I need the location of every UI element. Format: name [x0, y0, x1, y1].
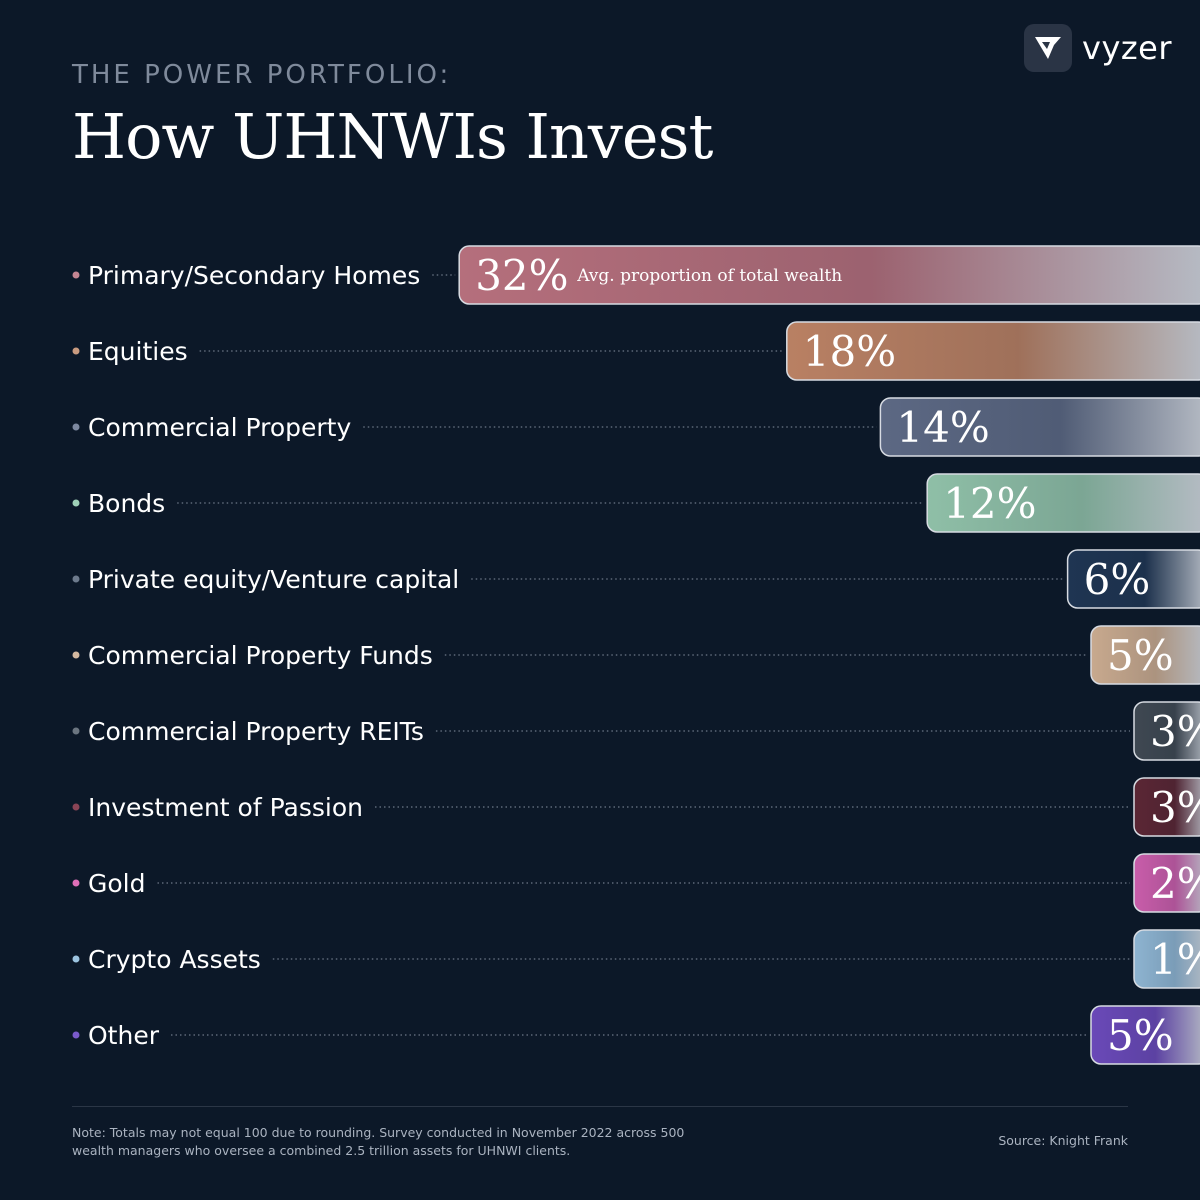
chart-title: How UHNWIs Invest — [72, 100, 713, 173]
brand-logo: vyzer — [1024, 24, 1172, 72]
bar — [1133, 929, 1200, 989]
footer-divider — [72, 1106, 1128, 1107]
value-label: 12% — [943, 479, 1036, 528]
bar — [786, 321, 1200, 381]
bar-annotation: Avg. proportion of total wealth — [576, 266, 842, 286]
bar — [1090, 625, 1200, 685]
value-label: 2% — [1150, 859, 1200, 908]
category-bullet — [72, 727, 80, 735]
footnote: Note: Totals may not equal 100 due to ro… — [72, 1125, 685, 1158]
category-label: Equities — [88, 337, 188, 366]
category-label: Primary/Secondary Homes — [88, 261, 420, 290]
value-label: 5% — [1107, 1011, 1174, 1060]
brand-name: vyzer — [1082, 29, 1173, 67]
category-bullet — [72, 955, 80, 963]
category-bullet — [72, 879, 80, 887]
category-bullet — [72, 271, 80, 279]
bar-row: Bonds 12% — [72, 473, 1200, 533]
bar — [1133, 701, 1200, 761]
vyzer-logo-icon — [1024, 24, 1072, 72]
category-label: Commercial Property REITs — [88, 717, 424, 746]
bar-row: Other 5% — [72, 1005, 1200, 1065]
bar — [879, 397, 1200, 457]
category-bullet — [72, 423, 80, 431]
bar-row: Gold 2% — [72, 853, 1200, 913]
category-bullet — [72, 651, 80, 659]
bar — [926, 473, 1200, 533]
category-label: Gold — [88, 869, 145, 898]
bar-row: Commercial Property 14% — [72, 397, 1200, 457]
value-label: 3% — [1150, 783, 1200, 832]
value-label: 14% — [896, 403, 989, 452]
category-label: Crypto Assets — [88, 945, 261, 974]
source-credit: Source: Knight Frank — [998, 1133, 1128, 1148]
value-label: 6% — [1084, 555, 1151, 604]
portfolio-bar-chart: Primary/Secondary Homes 32% Avg. proportio… — [72, 245, 1200, 1065]
category-label: Investment of Passion — [88, 793, 363, 822]
category-label: Commercial Property — [88, 413, 351, 442]
category-label: Commercial Property Funds — [88, 641, 433, 670]
category-bullet — [72, 575, 80, 583]
bar — [1066, 549, 1200, 609]
category-bullet — [72, 499, 80, 507]
chart-kicker: THE POWER PORTFOLIO: — [72, 60, 452, 90]
bar — [1133, 777, 1200, 837]
bar-row: Commercial Property REITs 3% — [72, 701, 1200, 761]
bar-row: Crypto Assets 1% — [72, 929, 1200, 989]
bar-row: Equities 18% — [72, 321, 1200, 381]
category-bullet — [72, 347, 80, 355]
bar-row: Investment of Passion 3% — [72, 777, 1200, 837]
category-bullet — [72, 803, 80, 811]
category-label: Bonds — [88, 489, 165, 518]
value-label: 3% — [1150, 707, 1200, 756]
bar — [1133, 853, 1200, 913]
value-label: 18% — [803, 327, 896, 376]
bar-row: Private equity/Venture capital 6% — [72, 549, 1200, 609]
bar-row: Commercial Property Funds 5% — [72, 625, 1200, 685]
value-label: 1% — [1150, 935, 1200, 984]
value-label: 5% — [1107, 631, 1174, 680]
bar — [458, 245, 1200, 305]
category-label: Private equity/Venture capital — [88, 565, 459, 594]
category-bullet — [72, 1031, 80, 1039]
bar-row: Primary/Secondary Homes 32% Avg. proportio… — [72, 245, 1200, 305]
value-label: 32% — [475, 251, 568, 300]
bar — [1090, 1005, 1200, 1065]
category-label: Other — [88, 1021, 160, 1050]
